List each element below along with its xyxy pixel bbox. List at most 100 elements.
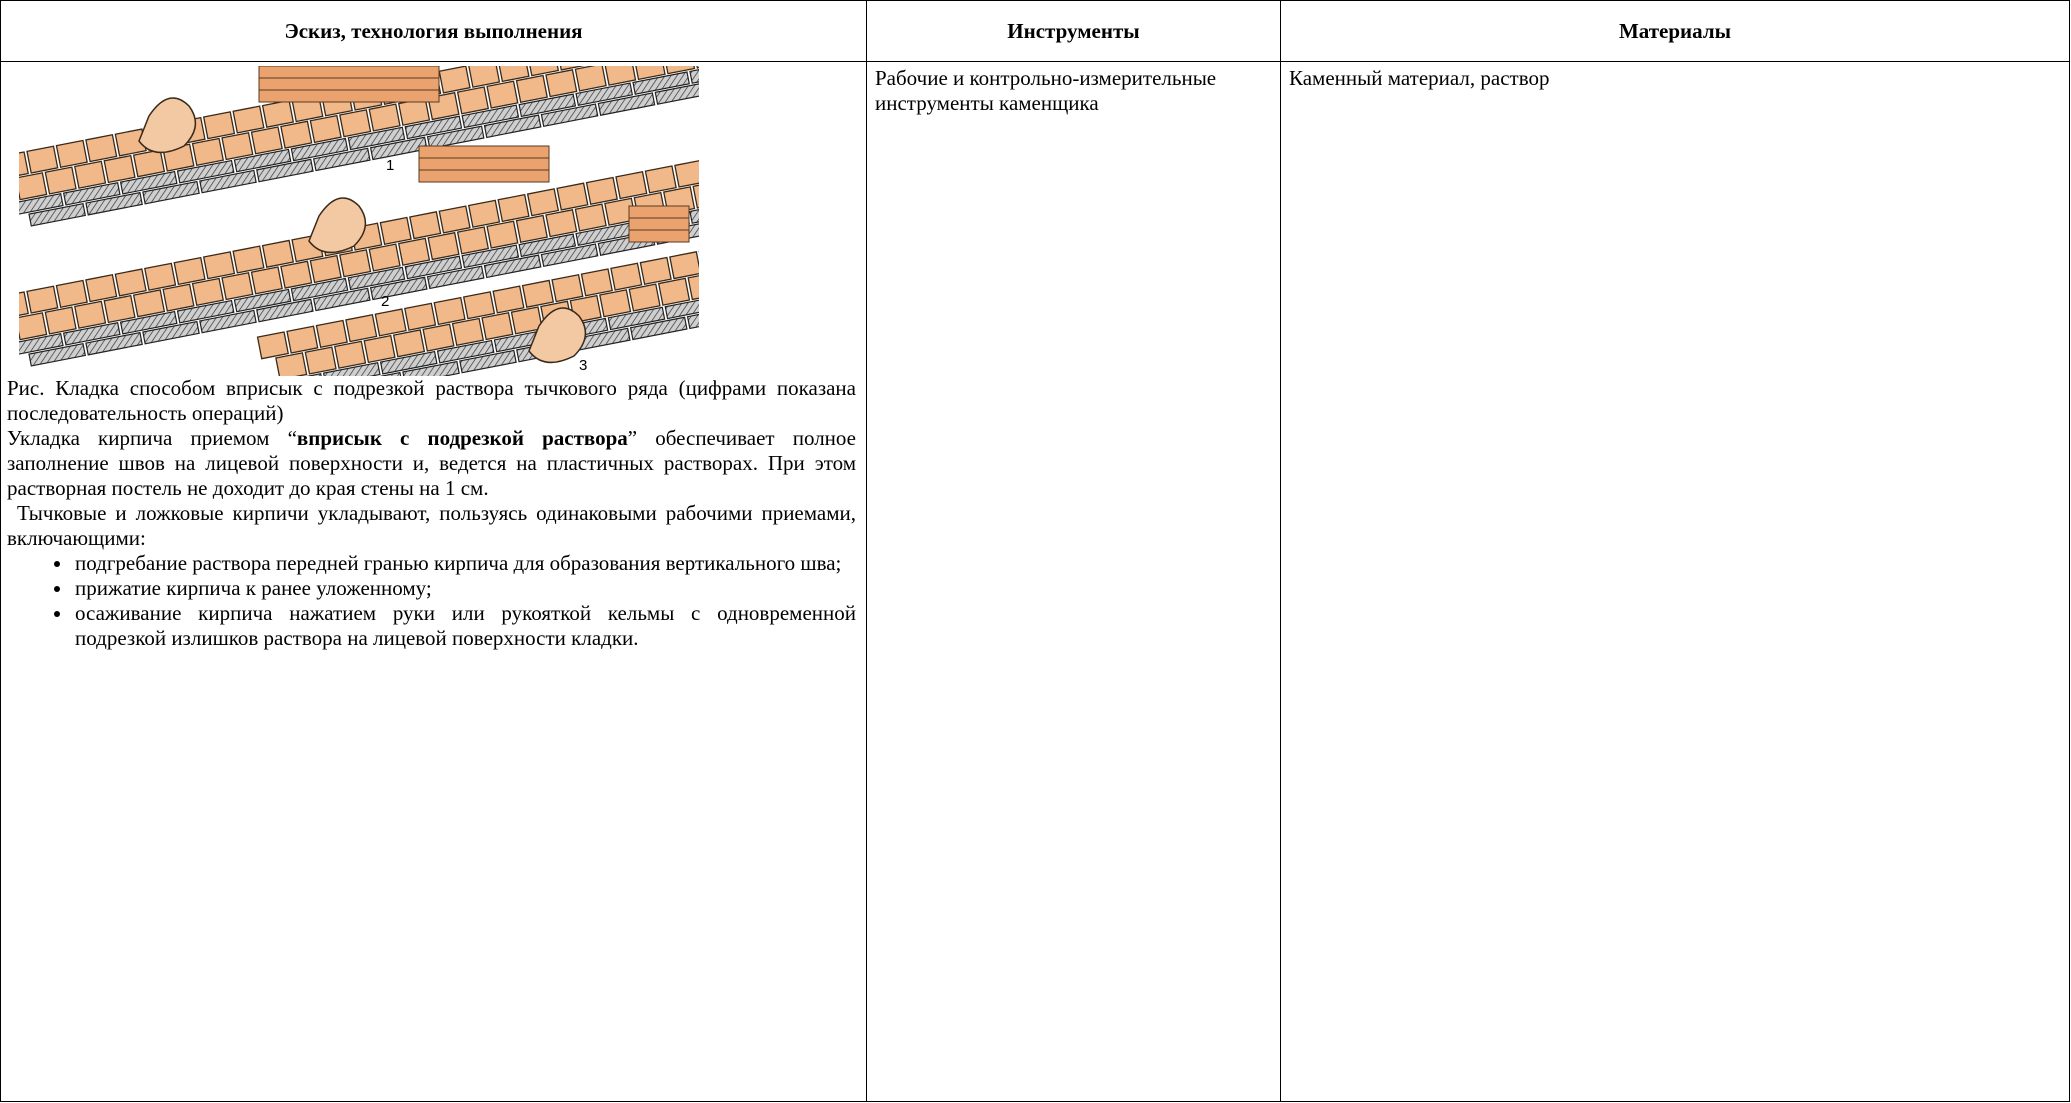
brick-top bbox=[55, 139, 88, 169]
brick-face bbox=[518, 93, 577, 118]
brick-face bbox=[461, 244, 520, 269]
brick-top bbox=[545, 209, 578, 238]
brick-top bbox=[604, 66, 637, 86]
brick-face bbox=[233, 148, 292, 173]
brick-top bbox=[574, 66, 607, 92]
brick-top bbox=[456, 86, 490, 115]
brick-top bbox=[44, 306, 77, 335]
brick-face bbox=[199, 309, 257, 334]
list-item: прижатие кирпича к ранее уложенному; bbox=[73, 576, 856, 601]
header-cell: Материалы bbox=[1280, 0, 2070, 62]
brick-top bbox=[85, 274, 118, 303]
brick-top bbox=[144, 262, 177, 291]
brick-top bbox=[103, 294, 136, 324]
brick-top bbox=[492, 285, 525, 314]
brick-top bbox=[438, 66, 471, 94]
brick-top bbox=[103, 154, 136, 184]
brick-top bbox=[26, 285, 59, 314]
brick-face bbox=[404, 115, 463, 140]
brick-face bbox=[459, 349, 517, 374]
brick-top bbox=[644, 165, 677, 194]
brick-face bbox=[689, 66, 699, 84]
brick-face bbox=[575, 82, 634, 107]
brick-top bbox=[481, 312, 514, 341]
brick-top bbox=[692, 180, 699, 209]
brick-top bbox=[669, 251, 699, 280]
brick-top bbox=[221, 132, 254, 161]
brick-top bbox=[422, 323, 455, 352]
brick-top bbox=[132, 149, 166, 178]
brick-top bbox=[556, 182, 589, 211]
brick-top bbox=[221, 272, 254, 301]
brick-face bbox=[654, 81, 699, 105]
brick-face bbox=[290, 277, 349, 302]
brick-face bbox=[28, 342, 86, 367]
brick-top bbox=[556, 66, 589, 71]
brick-top bbox=[202, 111, 236, 140]
brick-face bbox=[347, 126, 406, 151]
brick-top bbox=[19, 291, 30, 320]
brick-top bbox=[521, 279, 555, 308]
brick-face bbox=[176, 159, 235, 184]
brick-course bbox=[19, 159, 699, 367]
brick-top bbox=[261, 99, 295, 128]
brick-face bbox=[119, 170, 178, 195]
brick-top bbox=[250, 266, 283, 295]
brick-top bbox=[510, 306, 543, 335]
figure-label: 1 bbox=[386, 157, 394, 174]
brick-face bbox=[142, 180, 200, 205]
brick-top bbox=[19, 172, 48, 201]
brick-face bbox=[629, 316, 688, 341]
brick-top bbox=[132, 289, 166, 318]
brick-face bbox=[256, 158, 314, 183]
brick-illustration: 1 2 3 bbox=[19, 66, 699, 376]
brick-top bbox=[315, 319, 348, 349]
brick-top bbox=[674, 159, 699, 188]
brick-top bbox=[467, 66, 501, 88]
brick-top bbox=[162, 283, 195, 312]
body-row: 1 2 3 Рис. Кладка способом вприсык с под… bbox=[0, 61, 2070, 1102]
tools-cell: Рабочие и контрольно-измерительные инстр… bbox=[866, 61, 1281, 1102]
brick-top bbox=[580, 268, 613, 297]
brick-face bbox=[597, 92, 656, 116]
brick-top bbox=[256, 331, 290, 360]
brick-face bbox=[19, 193, 64, 217]
figure-caption: Рис. Кладка способом вприсык с подрезкой… bbox=[7, 376, 856, 425]
brick-top bbox=[657, 277, 691, 306]
brick-top bbox=[628, 283, 661, 312]
brick-face bbox=[199, 169, 257, 194]
brick-top bbox=[497, 66, 530, 83]
hand bbox=[308, 197, 367, 254]
brick-top bbox=[404, 302, 437, 331]
brick-face bbox=[119, 310, 178, 335]
brick-stack bbox=[628, 217, 690, 231]
hand bbox=[528, 307, 587, 364]
brick-top bbox=[26, 145, 59, 174]
materials-cell: Каменный материал, раствор bbox=[1280, 61, 2070, 1102]
brick-face bbox=[483, 114, 542, 139]
brick-top bbox=[191, 277, 225, 307]
brick-top bbox=[191, 137, 225, 167]
cell-text: Рабочие и контрольно-измерительные инстр… bbox=[875, 66, 1217, 115]
brick-face bbox=[28, 202, 86, 227]
brick-stack bbox=[628, 205, 690, 219]
brick-face bbox=[312, 287, 371, 312]
brick-top bbox=[114, 268, 147, 297]
brick-top bbox=[515, 214, 548, 244]
brick-face bbox=[664, 295, 699, 320]
brick-face bbox=[256, 298, 314, 323]
brick-top bbox=[74, 160, 107, 189]
brick-top bbox=[339, 249, 372, 278]
brick-top bbox=[526, 66, 560, 77]
hand bbox=[138, 97, 197, 154]
text: Укладка кирпича приемом “ bbox=[7, 426, 297, 450]
brick-face bbox=[312, 147, 371, 172]
brick-top bbox=[639, 256, 672, 286]
brick-top bbox=[526, 188, 560, 217]
brick-stack bbox=[258, 77, 440, 91]
brick-face bbox=[379, 350, 438, 375]
brick-top bbox=[438, 205, 471, 234]
brick-top bbox=[433, 296, 466, 326]
brick-stack bbox=[418, 145, 550, 159]
list-item: подгребание раствора передней гранью кир… bbox=[73, 551, 856, 576]
